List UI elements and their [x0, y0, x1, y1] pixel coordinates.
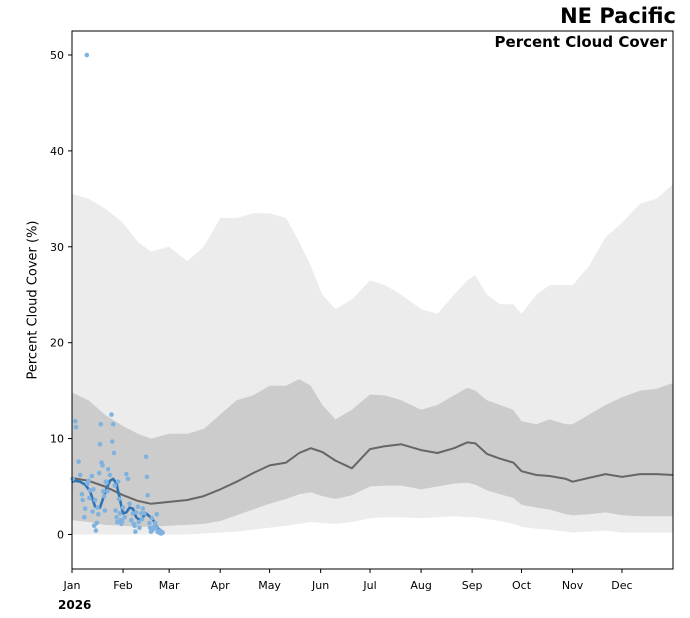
observation-point — [133, 529, 138, 534]
observation-point — [79, 491, 85, 497]
observation-point — [160, 530, 165, 535]
observation-point — [142, 511, 147, 516]
observation-point — [82, 514, 87, 520]
observation-points — [70, 52, 165, 536]
observation-point — [107, 472, 113, 478]
observation-point — [153, 525, 159, 531]
x-tick-label: Feb — [113, 579, 132, 592]
observation-point — [112, 483, 118, 488]
x-tick-label: Apr — [211, 579, 231, 592]
observation-point — [97, 442, 103, 447]
observation-point — [105, 467, 111, 472]
observation-point — [98, 421, 104, 427]
observation-point — [110, 421, 116, 427]
observation-point — [139, 516, 145, 522]
chart-subtitle: Percent Cloud Cover — [494, 33, 667, 51]
observation-point — [133, 510, 139, 515]
observation-point — [73, 419, 78, 424]
observation-point — [94, 520, 99, 526]
x-tick-label: Aug — [410, 579, 431, 592]
observation-point — [143, 454, 149, 460]
x-tick-label: Dec — [611, 579, 632, 592]
observation-point — [152, 520, 158, 526]
x-tick-label: Nov — [562, 579, 584, 592]
observation-point — [93, 528, 99, 533]
observation-point — [101, 493, 107, 499]
observation-point — [105, 489, 110, 494]
x-tick-label: May — [258, 579, 281, 592]
observation-point — [124, 471, 129, 477]
observation-point — [92, 497, 98, 503]
observation-point — [145, 492, 150, 498]
mean-climatology-line — [71, 441, 674, 505]
observation-point — [101, 489, 106, 494]
x-tick-label: Jun — [311, 579, 329, 592]
x-tick-label: Sep — [462, 579, 483, 592]
chart-axes: 0 10 20 30 40 50 Jan Feb Mar Apr May Jun Jul Aug Sep Oc… — [50, 30, 674, 592]
observation-point — [84, 52, 90, 58]
observation-point — [132, 523, 137, 529]
observation-point — [86, 478, 91, 484]
percentile-bands — [72, 184, 673, 535]
x-tick-label: Oct — [512, 579, 532, 592]
y-tick-label: 10 — [50, 433, 64, 446]
observation-point — [96, 512, 101, 517]
observation-point — [144, 474, 150, 480]
observation-point — [114, 514, 119, 520]
observation-point — [80, 497, 85, 503]
observation-point — [109, 412, 114, 417]
observation-point — [136, 519, 141, 525]
observation-point — [73, 424, 79, 430]
observation-point — [137, 525, 142, 531]
p10-p90-band — [72, 379, 673, 527]
observation-point — [82, 506, 88, 511]
observation-point — [116, 496, 122, 502]
observation-point — [129, 517, 134, 523]
observation-point — [138, 511, 144, 516]
observation-point — [120, 505, 126, 510]
observation-point — [102, 508, 108, 513]
y-tick-label: 20 — [50, 337, 64, 350]
observation-point — [117, 511, 123, 516]
observation-point — [147, 520, 152, 526]
y-tick-label: 40 — [50, 145, 64, 158]
observation-point — [154, 512, 160, 517]
x-axis-year-label: 2026 — [58, 598, 92, 612]
observation-point — [76, 459, 81, 464]
observation-point — [77, 472, 83, 478]
observation-point — [70, 476, 76, 482]
y-tick-label: 30 — [50, 241, 64, 254]
observation-point — [113, 508, 118, 513]
chart-title: NE Pacific — [560, 4, 676, 28]
observation-point — [100, 463, 105, 468]
x-tick-label: Mar — [159, 579, 180, 592]
observation-point — [95, 505, 100, 510]
observation-point — [135, 504, 141, 510]
observation-point — [91, 487, 96, 492]
y-tick-label: 0 — [57, 528, 64, 541]
observation-point — [89, 473, 95, 479]
observation-point — [115, 479, 121, 485]
observation-point — [111, 450, 117, 456]
observation-point — [122, 514, 127, 520]
plot-frame — [71, 30, 674, 570]
observation-point — [119, 518, 125, 524]
observation-point — [104, 480, 109, 486]
x-tick-label: Jan — [63, 579, 81, 592]
observation-point — [149, 515, 155, 521]
observation-point — [140, 506, 146, 511]
observation-point — [87, 495, 92, 501]
observation-point — [96, 470, 102, 476]
observation-point — [90, 509, 95, 514]
observation-point — [127, 501, 132, 507]
observation-point — [125, 476, 131, 482]
y-tick-label: 50 — [50, 49, 64, 62]
x-tick-label: Jul — [362, 579, 376, 592]
observation-point — [110, 439, 115, 444]
